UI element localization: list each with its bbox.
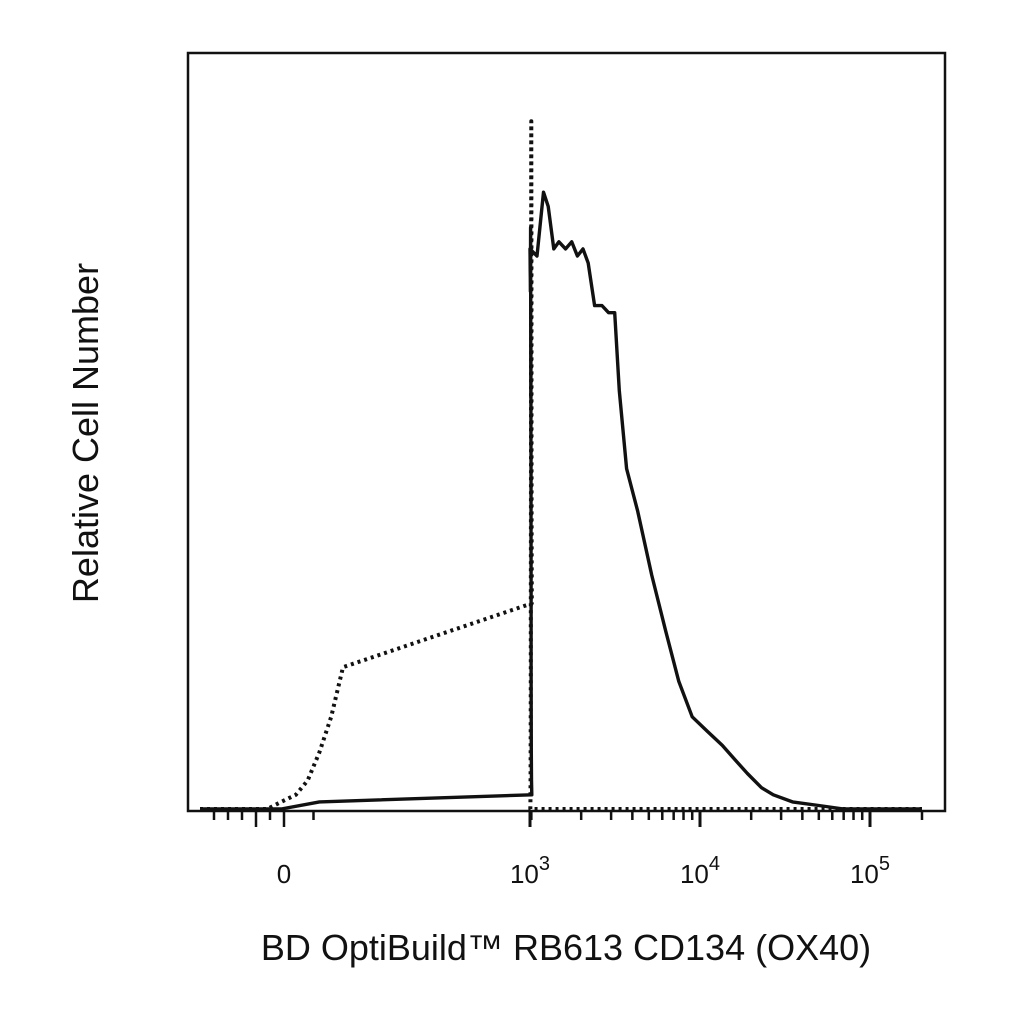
x-tick-label: 104	[680, 853, 720, 889]
series-line-dotted	[200, 119, 922, 811]
x-axis-label: BD OptiBuild™ RB613 CD134 (OX40)	[261, 927, 871, 968]
x-axis-ticks	[212, 811, 924, 827]
y-axis-label: Relative Cell Number	[65, 263, 106, 603]
series-line-solid	[200, 190, 922, 811]
series-layer	[200, 119, 922, 811]
x-axis-tick-labels: 0 103 104 105	[277, 853, 890, 889]
x-tick-label: 103	[510, 853, 550, 889]
plot-area-frame	[186, 51, 947, 813]
x-tick-label: 105	[850, 853, 890, 889]
x-tick-label: 0	[277, 859, 291, 889]
